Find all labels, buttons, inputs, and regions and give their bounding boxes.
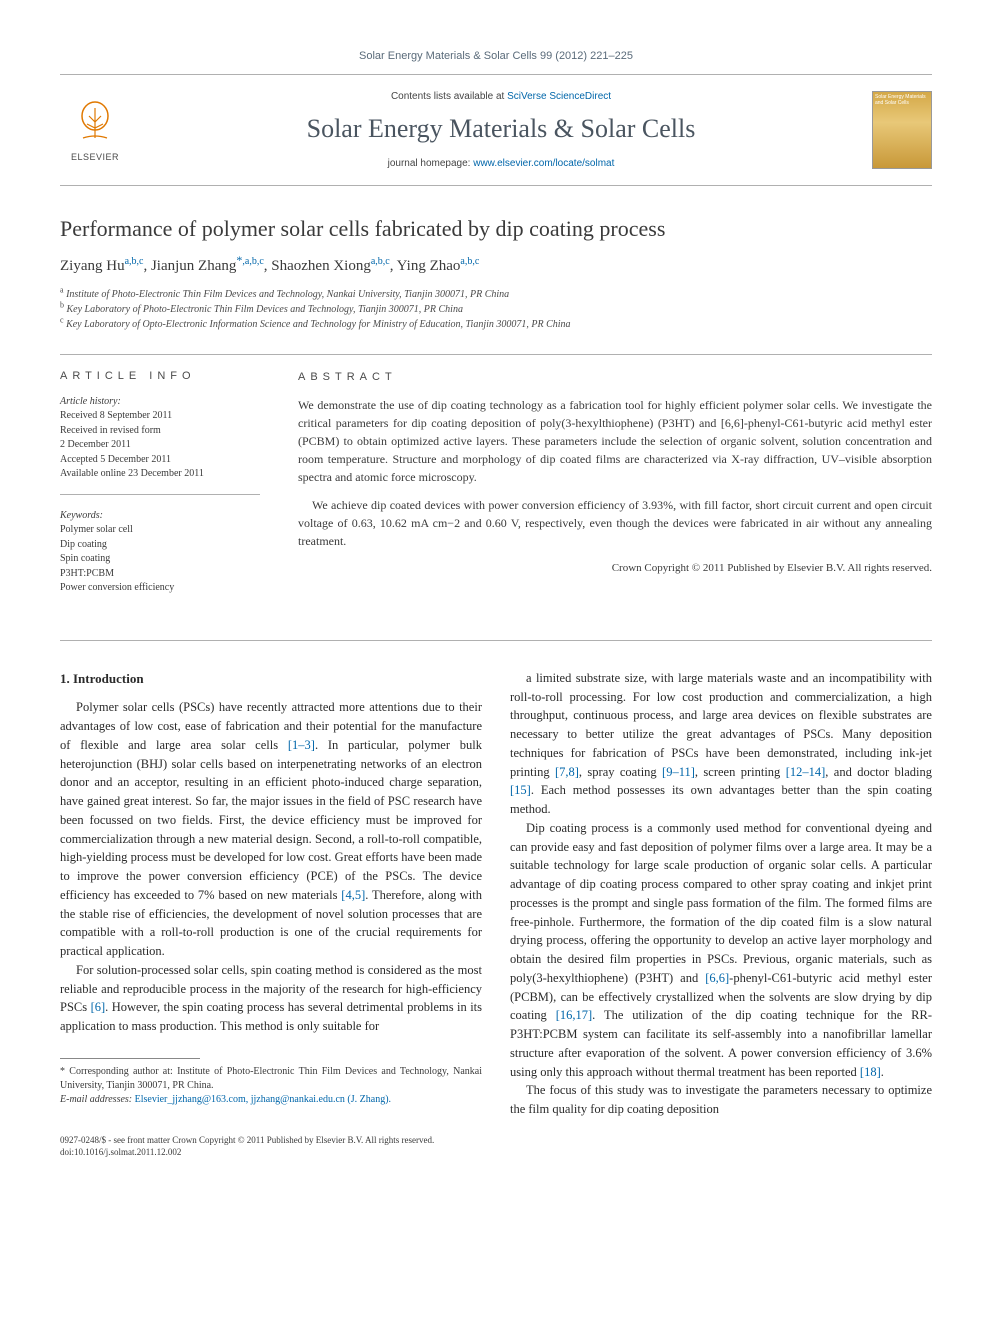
issn-doi-line: 0927-0248/$ - see front matter Crown Cop… — [60, 1135, 932, 1158]
body-paragraph: Polymer solar cells (PSCs) have recently… — [60, 698, 482, 961]
abstract-paragraph-1: We demonstrate the use of dip coating te… — [298, 396, 932, 486]
body-column-right: a limited substrate size, with large mat… — [510, 669, 932, 1119]
corresponding-author-note: * Corresponding author at: Institute of … — [60, 1065, 482, 1093]
body-paragraph: Dip coating process is a commonly used m… — [510, 819, 932, 1082]
body-paragraph: For solution-processed solar cells, spin… — [60, 961, 482, 1036]
contents-line: Contents lists available at SciVerse Sci… — [130, 91, 872, 102]
page-root: Solar Energy Materials & Solar Cells 99 … — [0, 0, 992, 1198]
article-info-heading: ARTICLE INFO — [60, 369, 260, 385]
footnotes: * Corresponding author at: Institute of … — [60, 1065, 482, 1107]
authors-line: Ziyang Hua,b,c, Jianjun Zhang*,a,b,c, Sh… — [60, 258, 932, 275]
body-columns: 1. Introduction Polymer solar cells (PSC… — [60, 669, 932, 1119]
meta-abstract-row: ARTICLE INFO Article history: Received 8… — [60, 354, 932, 641]
email-line: E-mail addresses: Elsevier_jjzhang@163.c… — [60, 1093, 482, 1107]
contents-prefix: Contents lists available at — [391, 91, 507, 102]
homepage-line: journal homepage: www.elsevier.com/locat… — [130, 158, 872, 169]
section-heading-intro: 1. Introduction — [60, 669, 482, 689]
email-addresses[interactable]: Elsevier_jjzhang@163.com, jjzhang@nankai… — [135, 1094, 391, 1105]
issn-line: 0927-0248/$ - see front matter Crown Cop… — [60, 1135, 932, 1147]
publisher-logo: ELSEVIER — [60, 98, 130, 162]
email-label: E-mail addresses: — [60, 1094, 132, 1105]
masthead: ELSEVIER Contents lists available at Sci… — [60, 74, 932, 186]
abstract-column: ABSTRACT We demonstrate the use of dip c… — [298, 369, 932, 622]
journal-cover-thumbnail: Solar Energy Materials and Solar Cells — [872, 91, 932, 169]
publisher-name: ELSEVIER — [60, 152, 130, 162]
running-header: Solar Energy Materials & Solar Cells 99 … — [60, 50, 932, 62]
article-info-column: ARTICLE INFO Article history: Received 8… — [60, 369, 270, 622]
masthead-center: Contents lists available at SciVerse Sci… — [130, 85, 872, 175]
keyword-lines: Polymer solar cellDip coatingSpin coatin… — [60, 523, 260, 596]
abstract-copyright: Crown Copyright © 2011 Published by Else… — [298, 560, 932, 577]
homepage-link[interactable]: www.elsevier.com/locate/solmat — [473, 158, 614, 169]
sciencedirect-link[interactable]: SciVerse ScienceDirect — [507, 91, 611, 102]
article-history-block: Article history: Received 8 September 20… — [60, 395, 260, 495]
abstract-paragraph-2: We achieve dip coated devices with power… — [298, 496, 932, 550]
doi-line: doi:10.1016/j.solmat.2011.12.002 — [60, 1147, 932, 1159]
journal-title: Solar Energy Materials & Solar Cells — [130, 114, 872, 144]
elsevier-tree-icon — [71, 98, 119, 146]
homepage-prefix: journal homepage: — [388, 158, 474, 169]
history-lines: Received 8 September 2011Received in rev… — [60, 409, 260, 482]
body-column-left: 1. Introduction Polymer solar cells (PSC… — [60, 669, 482, 1119]
abstract-heading: ABSTRACT — [298, 369, 932, 386]
footnote-separator — [60, 1058, 200, 1059]
keywords-label: Keywords: — [60, 509, 260, 524]
body-paragraph: The focus of this study was to investiga… — [510, 1081, 932, 1119]
body-paragraph: a limited substrate size, with large mat… — [510, 669, 932, 819]
cover-label: Solar Energy Materials and Solar Cells — [875, 94, 929, 106]
keywords-block: Keywords: Polymer solar cellDip coatingS… — [60, 509, 260, 608]
affiliations: a Institute of Photo-Electronic Thin Fil… — [60, 287, 932, 332]
history-label: Article history: — [60, 395, 260, 410]
article-title: Performance of polymer solar cells fabri… — [60, 216, 932, 242]
